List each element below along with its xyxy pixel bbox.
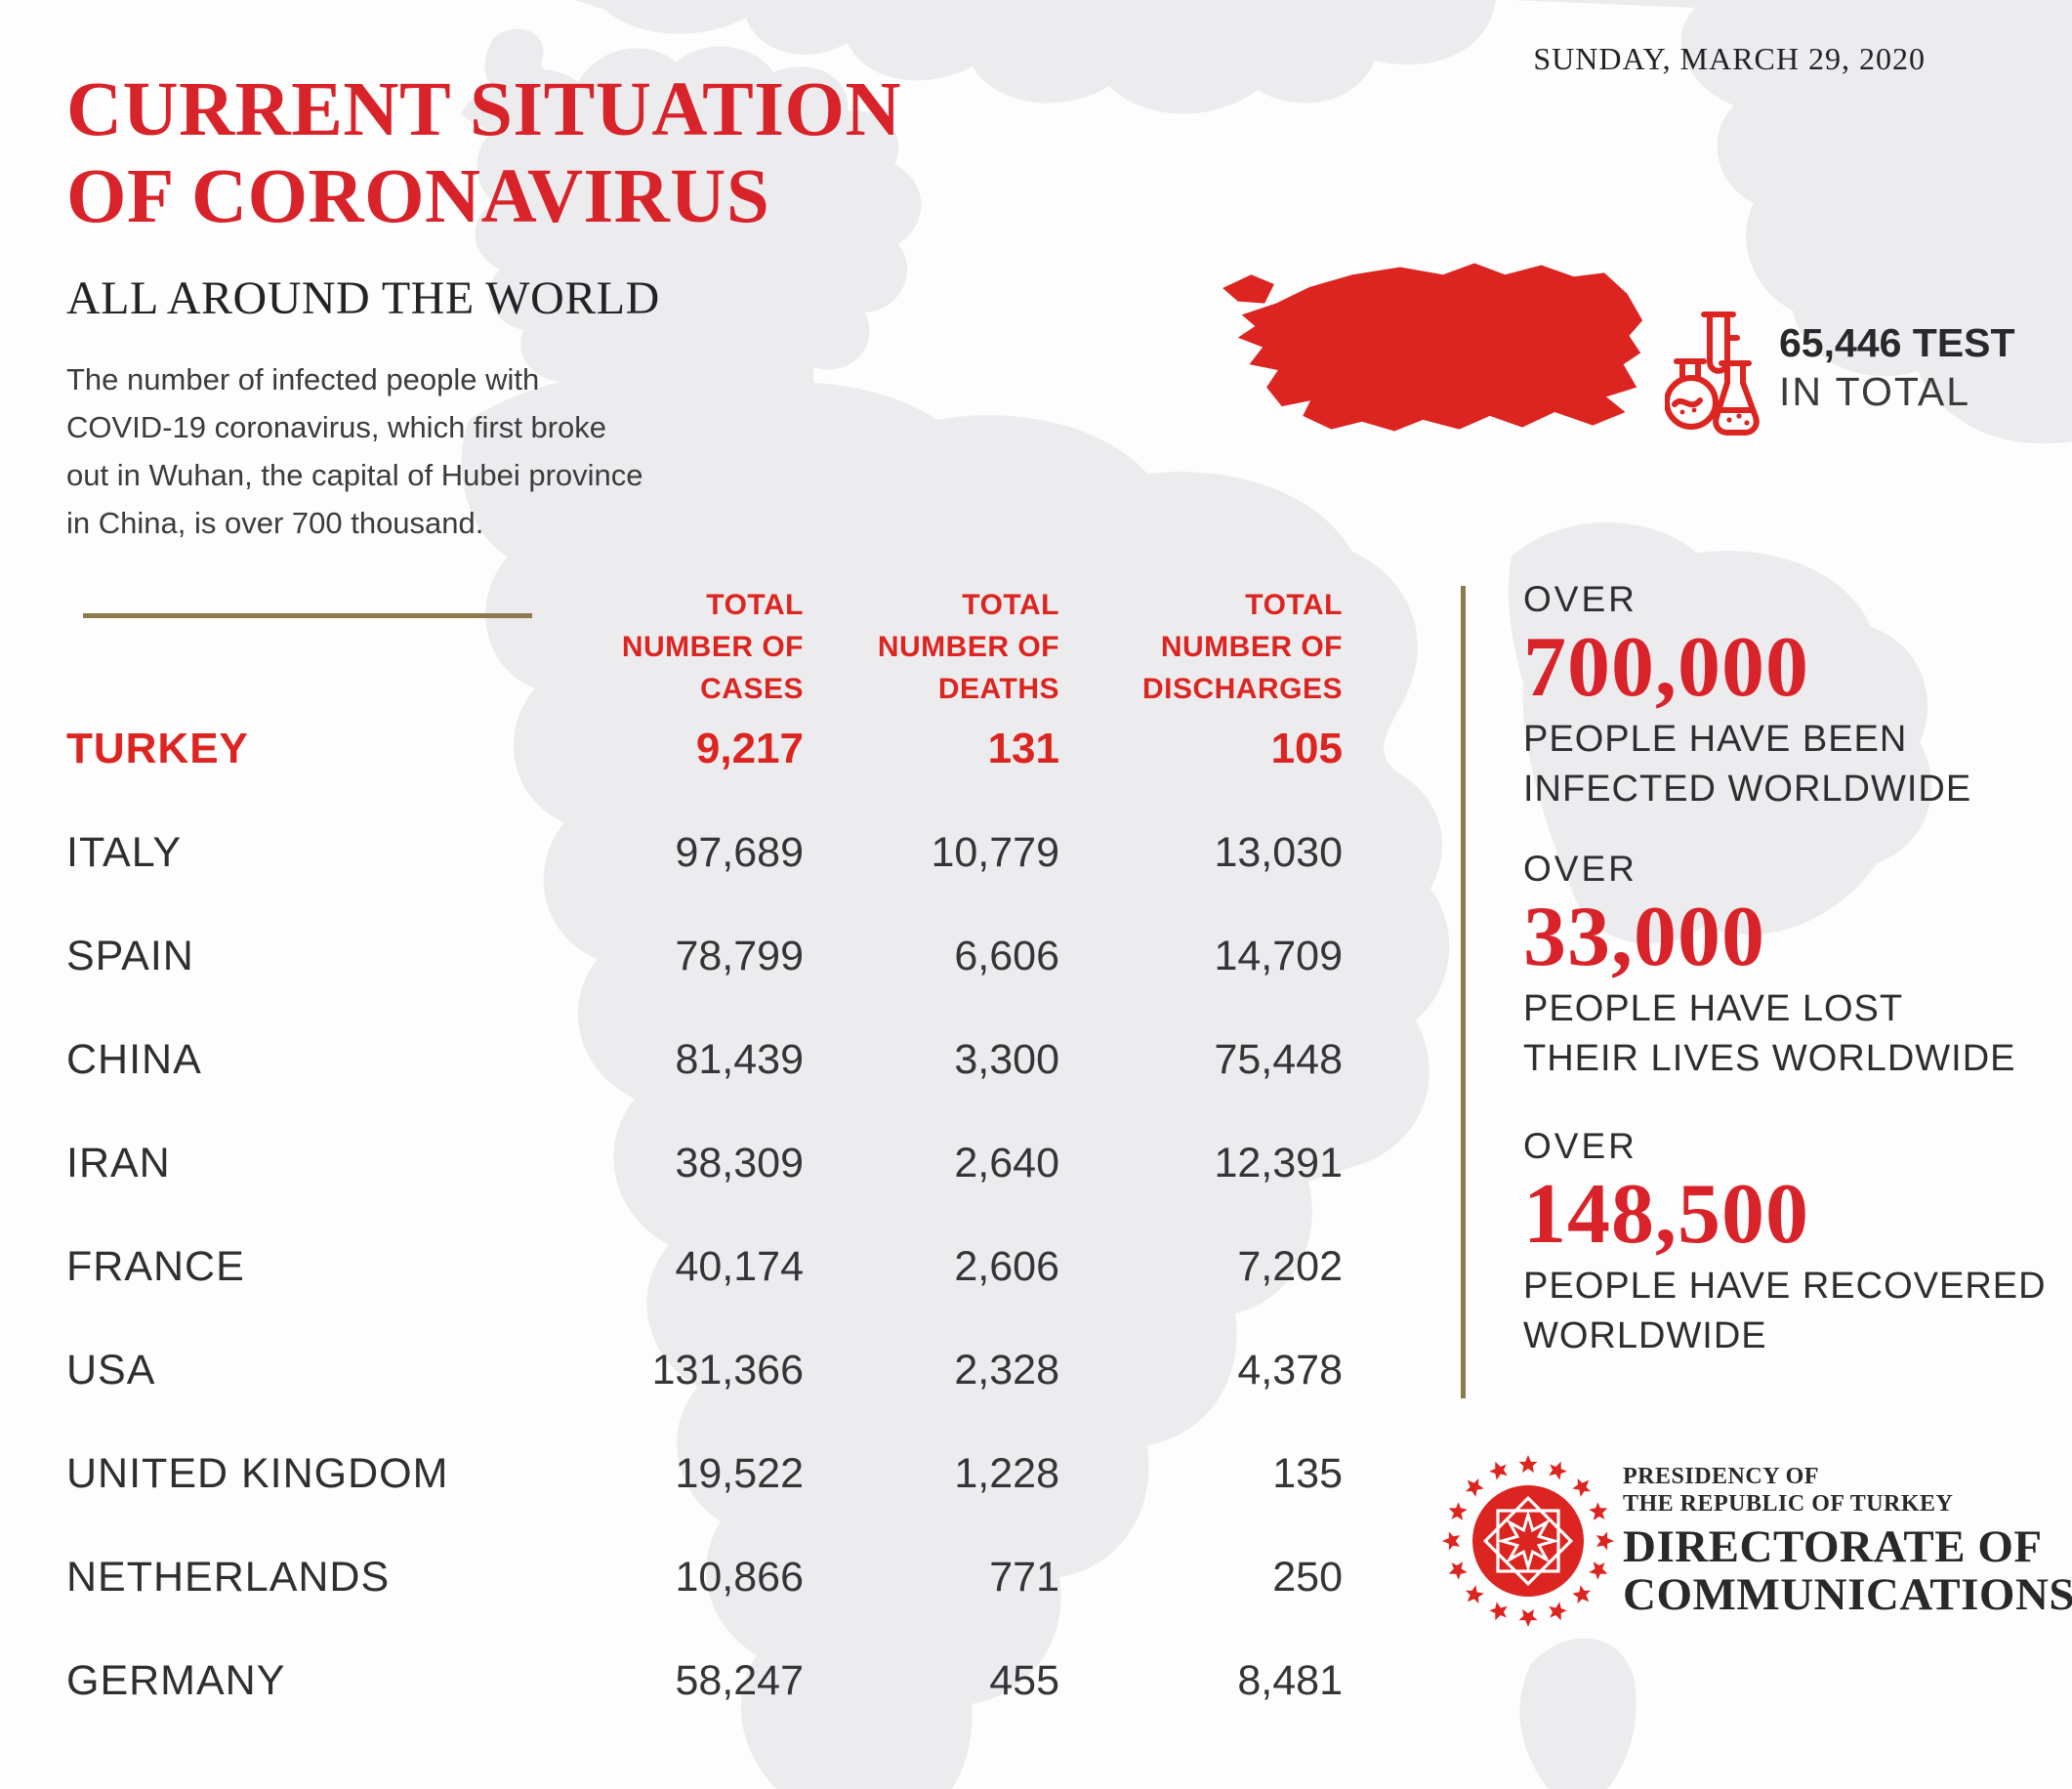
title-line-2: OF CORONAVIRUS bbox=[66, 154, 770, 239]
turkey-map-icon bbox=[1222, 263, 1643, 432]
table-header-country bbox=[66, 584, 547, 710]
tests-total: 65,446 TEST IN TOTAL bbox=[1779, 318, 2015, 416]
table-row-iran: IRAN 38,309 2,640 12,391 bbox=[66, 1139, 1343, 1186]
tests-total-value: 65,446 TEST bbox=[1779, 320, 2015, 365]
lab-flasks-icon bbox=[1665, 312, 1760, 436]
map-madagascar bbox=[1519, 1638, 1637, 1789]
stat-recovered-value: 148,500 bbox=[1523, 1167, 1809, 1262]
map-north-strip bbox=[574, 0, 1496, 114]
table-header-cases: TOTAL NUMBER OF CASES bbox=[621, 589, 804, 705]
table-row-united-kingdom: UNITED KINGDOM 19,522 1,228 135 bbox=[66, 1449, 1343, 1497]
org-line-republic: THE REPUBLIC OF TURKEY bbox=[1623, 1491, 1954, 1517]
map-africa bbox=[461, 375, 1450, 1789]
table-row-usa: USA 131,366 2,328 4,378 bbox=[66, 1346, 1343, 1394]
table-header-discharges: TOTAL NUMBER OF DISCHARGES bbox=[1141, 589, 1343, 705]
table-row-netherlands: NETHERLANDS 10,866 771 250 bbox=[66, 1553, 1343, 1601]
table-row-china: CHINA 81,439 3,300 75,448 bbox=[66, 1035, 1343, 1083]
org-line-presidency: PRESIDENCY OF bbox=[1623, 1464, 1819, 1489]
stat-deaths-description: PEOPLE HAVE LOST THEIR LIVES WORLDWIDE bbox=[1523, 988, 2016, 1079]
map-arabia bbox=[1508, 522, 1932, 944]
title-line-1: CURRENT SITUATION bbox=[66, 67, 902, 152]
table-row-germany: GERMANY 58,247 455 8,481 bbox=[66, 1656, 1343, 1704]
stat-infected-worldwide: OVER 700,000 PEOPLE HAVE BEEN INFECTED W… bbox=[1523, 578, 2070, 814]
vertical-divider bbox=[1461, 586, 1466, 1398]
table-row-spain: SPAIN 78,799 6,606 14,709 bbox=[66, 932, 1343, 979]
intro-paragraph: The number of infected people with COVID… bbox=[66, 362, 643, 540]
table-header-deaths: TOTAL NUMBER OF DEATHS bbox=[877, 589, 1059, 705]
presidency-seal-icon bbox=[1442, 1455, 1614, 1627]
table-row-france: FRANCE 40,174 2,606 7,202 bbox=[66, 1242, 1343, 1290]
stat-recovered-worldwide: OVER 148,500 PEOPLE HAVE RECOVERED WORLD… bbox=[1523, 1125, 2070, 1361]
table-row-turkey: TURKEY 9,217 131 105 bbox=[66, 725, 1343, 772]
stat-recovered-description: PEOPLE HAVE RECOVERED WORLDWIDE bbox=[1523, 1266, 2047, 1356]
stat-infected-value: 700,000 bbox=[1523, 620, 1809, 715]
stat-deaths-value: 33,000 bbox=[1523, 890, 1765, 984]
date-label: SUNDAY, MARCH 29, 2020 bbox=[1533, 41, 1926, 76]
map-europe bbox=[461, 46, 922, 426]
country-table: TURKEY 9,217 131 105 ITALY 97,689 10,779… bbox=[66, 697, 1343, 1732]
page-title: CURRENT SITUATION OF CORONAVIRUS bbox=[66, 66, 901, 240]
horizontal-divider bbox=[83, 613, 532, 618]
page-subtitle: ALL AROUND THE WORLD bbox=[66, 272, 660, 324]
map-caucasus bbox=[1512, 0, 2072, 444]
table-header-row: TOTAL NUMBER OF CASES TOTAL NUMBER OF DE… bbox=[66, 584, 1343, 710]
table-row-italy: ITALY 97,689 10,779 13,030 bbox=[66, 828, 1343, 876]
organization-name: PRESIDENCY OF THE REPUBLIC OF TURKEY DIR… bbox=[1623, 1463, 2072, 1619]
stat-deaths-worldwide: OVER 33,000 PEOPLE HAVE LOST THEIR LIVES… bbox=[1523, 848, 2070, 1084]
org-line-directorate: DIRECTORATE OF COMMUNICATIONS bbox=[1623, 1521, 2072, 1620]
stat-infected-description: PEOPLE HAVE BEEN INFECTED WORLDWIDE bbox=[1523, 719, 1972, 810]
map-britain bbox=[484, 28, 545, 92]
tests-total-sublabel: IN TOTAL bbox=[1779, 369, 1970, 414]
